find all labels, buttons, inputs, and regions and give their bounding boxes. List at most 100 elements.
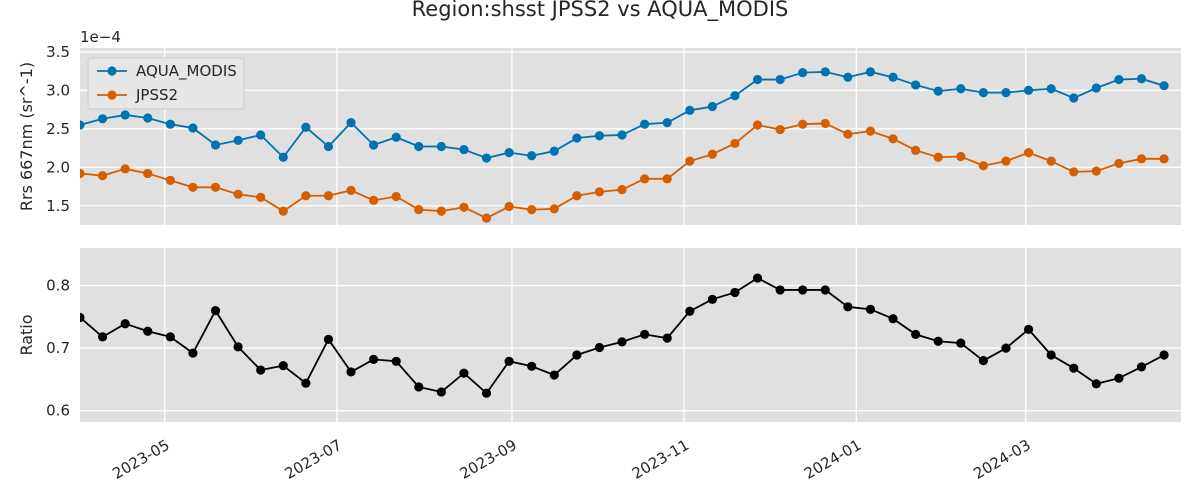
top-data-point [414,141,424,152]
y-offset-label: 1e−4 [80,28,121,46]
top-data-point [481,153,492,163]
legend-marker [107,66,117,76]
top-data-point [730,138,740,149]
top-data-point [301,191,311,201]
bottom-data-point [956,338,966,348]
top-data-point [165,175,175,185]
top-data-point [188,123,198,133]
bottom-data-point [978,356,988,366]
top-data-point [640,174,650,184]
top-data-point [188,182,198,192]
bottom-data-point [120,319,130,329]
top-data-point [80,120,85,130]
top-data-point [730,91,740,101]
bottom-data-point [888,314,898,324]
bottom-data-point [933,336,943,346]
top-data-point [165,119,175,129]
top-data-point [662,174,672,184]
top-ytick-label: 2.5 [46,120,70,138]
top-data-point [1069,93,1079,103]
bottom-panel-background [80,248,1181,422]
top-data-point [685,105,695,115]
xtick-label: 2024-01 [801,436,864,483]
top-data-point [97,114,108,124]
bottom-data-point [1023,324,1034,334]
top-data-point [956,84,966,94]
top-data-point [933,152,943,162]
bottom-data-point [798,285,808,295]
bottom-data-point [685,306,695,316]
top-data-point [527,205,537,215]
top-data-point [1046,84,1056,94]
top-data-point [143,168,153,179]
bottom-data-point [572,350,582,360]
top-data-point [1091,83,1101,93]
top-data-point [843,72,853,82]
top-data-point [346,118,356,128]
bottom-ylabel: Ratio [17,314,36,355]
legend-entry: AQUA_MODIS [136,62,237,81]
bottom-ytick-label: 0.8 [46,277,70,295]
bottom-data-point [1159,350,1169,360]
top-data-point [391,132,401,142]
bottom-data-point [143,326,153,336]
top-data-point [436,141,446,152]
top-data-point [594,131,605,141]
top-data-point [436,206,446,216]
bottom-data-point [391,356,401,366]
bottom-data-point [752,273,763,283]
top-data-point [820,118,830,129]
bottom-data-point [481,388,492,398]
top-data-point [640,119,650,129]
bottom-data-point [911,329,921,339]
top-data-point [278,152,288,162]
top-data-point [865,126,876,136]
bottom-data-point [1001,343,1011,353]
bottom-data-point [459,368,469,378]
top-data-point [233,135,243,145]
xtick-label: 2024-03 [970,436,1033,483]
top-data-point [707,101,717,112]
top-data-point [414,205,424,215]
top-data-point [572,133,582,143]
bottom-data-point [323,334,334,344]
xtick-label: 2023-11 [629,436,692,483]
top-data-point [775,74,785,85]
bottom-data-point [1114,373,1124,383]
top-data-point [549,204,559,214]
top-ytick-label: 3.5 [46,43,70,61]
bottom-data-point [210,305,221,316]
bottom-data-point [662,333,672,343]
bottom-ytick-label: 0.7 [46,339,70,357]
top-data-point [323,141,334,152]
top-data-point [369,195,379,205]
top-data-point [143,113,153,123]
top-data-point [120,110,130,120]
top-data-point [572,191,582,201]
top-data-point [256,192,266,202]
bottom-ytick-label: 0.6 [46,402,70,420]
top-data-point [1069,167,1079,177]
xtick-label: 2023-07 [282,436,345,483]
chart-title: Region:shsst JPSS2 vs AQUA_MODIS [412,0,789,22]
legend: AQUA_MODIS JPSS2 [87,57,245,110]
top-data-point [1001,88,1011,98]
top-data-point [888,134,898,144]
bottom-data-point [504,356,514,366]
top-data-point [278,206,288,216]
bottom-data-point [233,342,243,352]
top-data-point [346,185,356,195]
bottom-plot-area [80,273,1169,398]
top-data-point [1114,74,1124,85]
bottom-panel: 0.6 0.7 0.8 Ratio 2023-05 2023-07 2023-09 2023-… [17,248,1181,483]
bottom-data-point [414,382,424,392]
bottom-data-point [820,285,830,295]
top-data-point [1159,154,1169,164]
top-data-point [888,72,898,82]
xtick-label: 2023-05 [109,436,172,483]
top-data-point [865,67,876,77]
top-data-point [1114,158,1124,169]
top-data-point [1046,156,1056,166]
top-data-point [369,140,379,150]
top-data-point [210,182,221,192]
